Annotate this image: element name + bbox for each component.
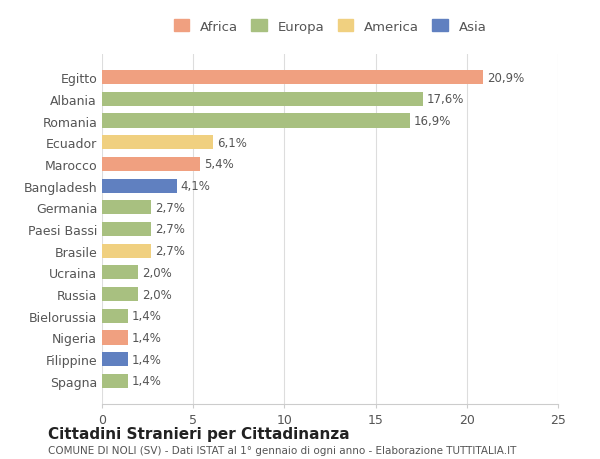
Bar xyxy=(102,223,151,236)
Text: 1,4%: 1,4% xyxy=(131,331,161,344)
Text: 2,7%: 2,7% xyxy=(155,223,185,236)
Text: 4,1%: 4,1% xyxy=(181,180,211,193)
Text: 1,4%: 1,4% xyxy=(131,353,161,366)
Text: 2,7%: 2,7% xyxy=(155,245,185,257)
Text: COMUNE DI NOLI (SV) - Dati ISTAT al 1° gennaio di ogni anno - Elaborazione TUTTI: COMUNE DI NOLI (SV) - Dati ISTAT al 1° g… xyxy=(48,446,517,455)
Text: 1,4%: 1,4% xyxy=(131,310,161,323)
Bar xyxy=(102,244,151,258)
Text: Cittadini Stranieri per Cittadinanza: Cittadini Stranieri per Cittadinanza xyxy=(48,426,350,442)
Text: 2,0%: 2,0% xyxy=(142,288,172,301)
Text: 6,1%: 6,1% xyxy=(217,136,247,149)
Bar xyxy=(102,287,139,302)
Text: 2,7%: 2,7% xyxy=(155,202,185,214)
Legend: Africa, Europa, America, Asia: Africa, Europa, America, Asia xyxy=(170,17,490,38)
Bar xyxy=(102,136,213,150)
Bar xyxy=(102,353,128,366)
Text: 17,6%: 17,6% xyxy=(427,93,464,106)
Bar xyxy=(102,114,410,129)
Bar xyxy=(102,71,483,85)
Text: 16,9%: 16,9% xyxy=(414,115,451,128)
Bar xyxy=(102,93,423,106)
Bar xyxy=(102,330,128,345)
Text: 2,0%: 2,0% xyxy=(142,266,172,279)
Bar xyxy=(102,266,139,280)
Text: 20,9%: 20,9% xyxy=(487,72,524,84)
Text: 1,4%: 1,4% xyxy=(131,375,161,387)
Bar xyxy=(102,179,177,193)
Bar xyxy=(102,157,200,172)
Text: 5,4%: 5,4% xyxy=(204,158,234,171)
Bar xyxy=(102,201,151,215)
Bar xyxy=(102,309,128,323)
Bar xyxy=(102,374,128,388)
